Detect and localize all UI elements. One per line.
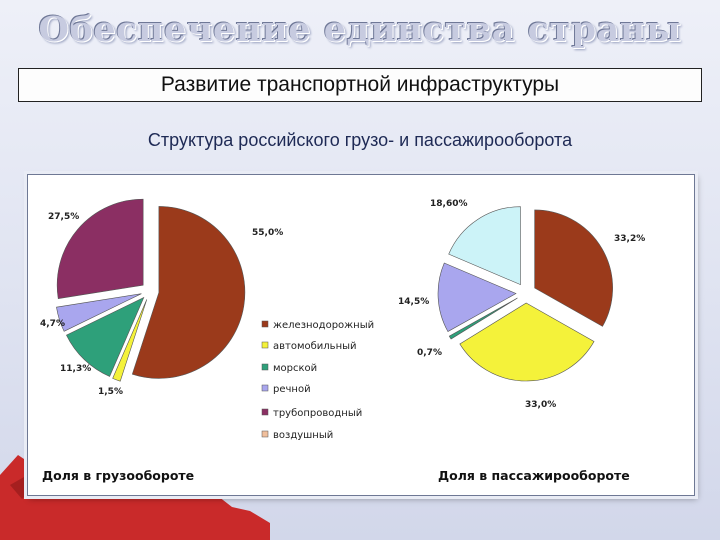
subtitle-box: Развитие транспортной инфраструктуры — [18, 68, 702, 102]
legend-label-railway: железнодорожный — [273, 320, 374, 331]
freight-label-river: 4,7% — [40, 319, 65, 329]
freight-label-sea: 11,3% — [60, 364, 91, 374]
freight-label-pipeline: 27,5% — [48, 212, 79, 222]
legend: железнодорожный автомобильный морской ре… — [261, 320, 374, 441]
freight-label-automobile: 1,5% — [98, 387, 123, 397]
passenger-slice-railway — [534, 209, 613, 327]
legend-swatch-automobile — [261, 341, 269, 349]
passenger-label-automobile: 33,0% — [525, 400, 556, 410]
legend-swatch-pipeline — [261, 408, 269, 416]
freight-slice-river — [56, 293, 142, 332]
passenger-slice-passenger-air — [448, 206, 521, 286]
legend-swatch-railway — [261, 320, 269, 328]
legend-label-automobile: автомобильный — [273, 341, 357, 352]
freight-slice-sea — [66, 296, 145, 377]
passenger-slice-sea — [448, 297, 518, 340]
passenger-label-passenger-air: 18,60% — [430, 199, 468, 209]
legend-label-sea: морской — [273, 363, 317, 374]
section-heading: Структура российского грузо- и пассажиро… — [147, 130, 573, 150]
freight-label-railway: 55,0% — [252, 228, 283, 238]
passenger-pie — [437, 206, 613, 382]
freight-slice-pipeline — [56, 198, 144, 299]
legend-label-river: речной — [273, 384, 311, 395]
freight-caption: Доля в грузообороте — [42, 468, 194, 483]
page-title: Обеспечение единства страны — [38, 9, 682, 50]
legend-swatch-sea — [261, 363, 269, 371]
passenger-slice-river — [437, 262, 517, 332]
legend-swatch-air — [261, 430, 269, 438]
legend-label-air: воздушный — [273, 430, 333, 441]
legend-label-pipeline: трубопроводный — [273, 408, 362, 419]
passenger-label-river: 14,5% — [398, 297, 429, 307]
freight-slice-railway — [131, 206, 246, 379]
passenger-label-sea: 0,7% — [417, 348, 442, 358]
passenger-label-railway: 33,2% — [614, 234, 645, 244]
freight-slice-automobile — [112, 299, 148, 382]
legend-swatch-river — [261, 384, 269, 392]
passenger-caption: Доля в пассажирообороте — [438, 468, 630, 483]
charts-svg: 55,0% 1,5% 11,3% 4,7% 27,5% 33,2% 33,0% … — [40, 198, 645, 483]
subtitle-text: Развитие транспортной инфраструктуры — [160, 73, 560, 96]
chart-panel: 55,0% 1,5% 11,3% 4,7% 27,5% 33,2% 33,0% … — [27, 174, 695, 496]
freight-pie — [56, 198, 246, 382]
passenger-slice-automobile — [459, 302, 595, 382]
